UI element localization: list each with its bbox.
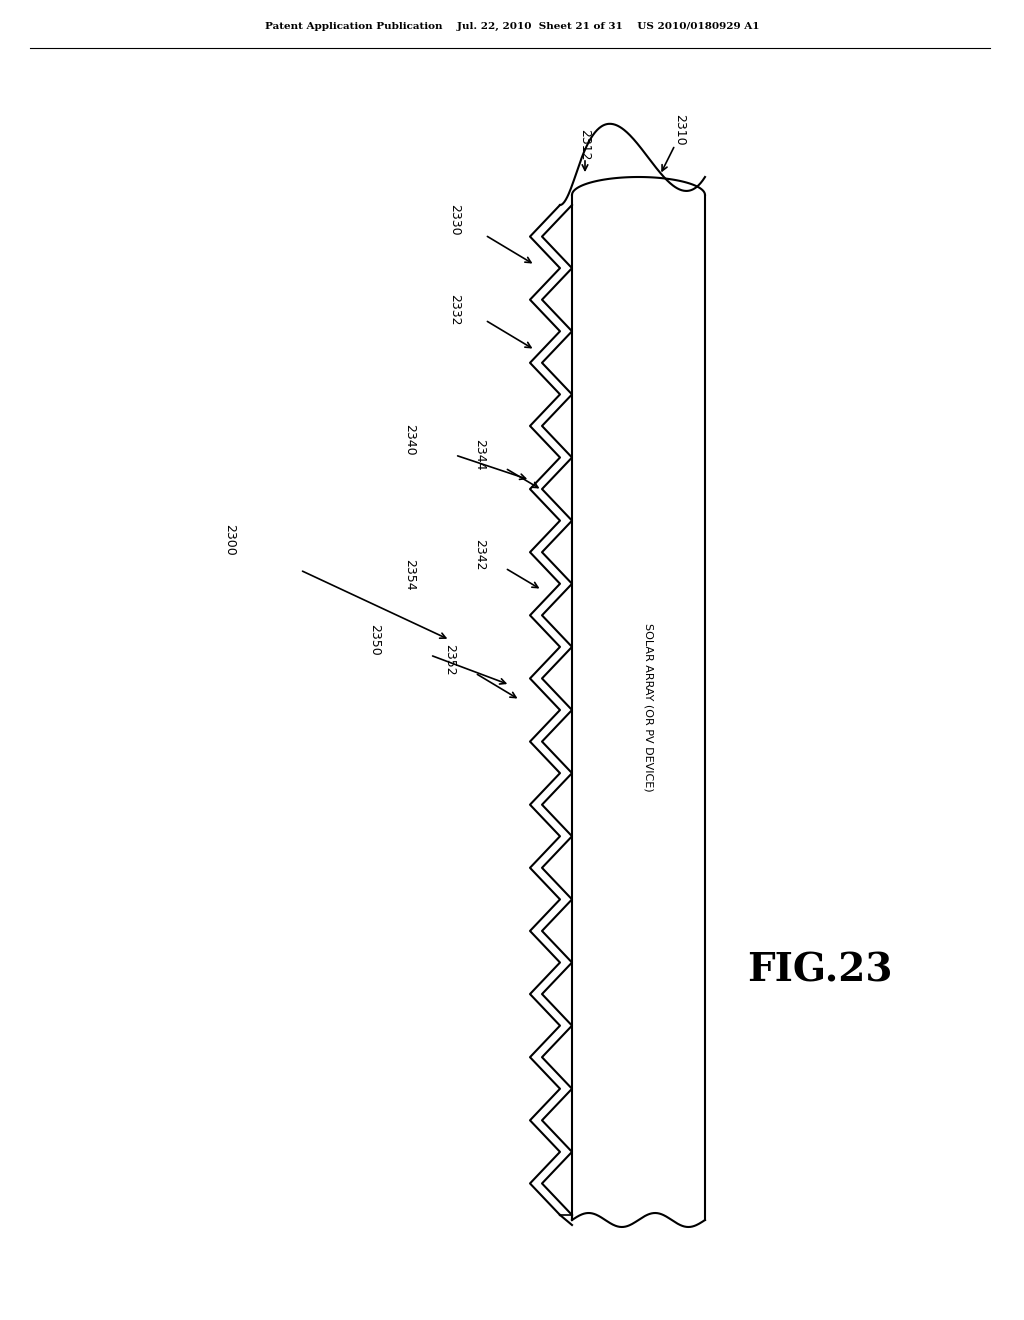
Text: 2354: 2354 (403, 560, 417, 591)
Text: Patent Application Publication    Jul. 22, 2010  Sheet 21 of 31    US 2010/01809: Patent Application Publication Jul. 22, … (265, 22, 759, 30)
Text: 2332: 2332 (449, 294, 462, 326)
Text: 2330: 2330 (449, 205, 462, 236)
Text: 2344: 2344 (473, 440, 486, 471)
Text: SOLAR ARRAY (OR PV DEVICE): SOLAR ARRAY (OR PV DEVICE) (643, 623, 653, 792)
Text: 2342: 2342 (473, 540, 486, 570)
Text: 2310: 2310 (674, 115, 686, 145)
Text: 2300: 2300 (223, 524, 237, 556)
Text: 2352: 2352 (443, 644, 457, 676)
Text: FIG.23: FIG.23 (748, 950, 893, 989)
Text: 2350: 2350 (369, 624, 382, 656)
Text: 2312: 2312 (579, 129, 592, 161)
Text: 2340: 2340 (403, 424, 417, 455)
